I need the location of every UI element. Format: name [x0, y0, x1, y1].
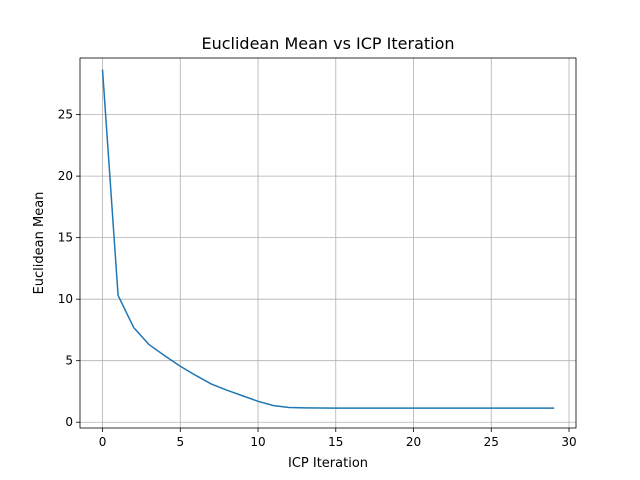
- y-tick-label: 15: [58, 231, 73, 245]
- x-tick-label: 0: [99, 435, 107, 449]
- y-tick-label: 25: [58, 108, 73, 122]
- y-tick-label: 10: [58, 292, 73, 306]
- x-axis-label: ICP Iteration: [288, 456, 368, 471]
- x-tick-label: 30: [561, 435, 576, 449]
- x-tick-label: 10: [250, 435, 265, 449]
- x-tick-label: 20: [406, 435, 421, 449]
- chart-title: Euclidean Mean vs ICP Iteration: [201, 34, 454, 53]
- plot-frame: [79, 57, 577, 429]
- y-tick-label: 20: [58, 169, 73, 183]
- ticks: 0 5 10 15 20 25 30 0 5 10 15 20 25: [58, 108, 577, 449]
- x-tick-label: 5: [176, 435, 184, 449]
- y-axis-label: Euclidean Mean: [32, 192, 47, 295]
- series-layer: [101, 69, 555, 409]
- grid: [80, 58, 576, 428]
- x-tick-label: 15: [328, 435, 343, 449]
- y-tick-label: 5: [65, 354, 73, 368]
- x-tick-label: 25: [484, 435, 499, 449]
- y-tick-label: 0: [65, 415, 73, 429]
- series-line: [101, 69, 555, 409]
